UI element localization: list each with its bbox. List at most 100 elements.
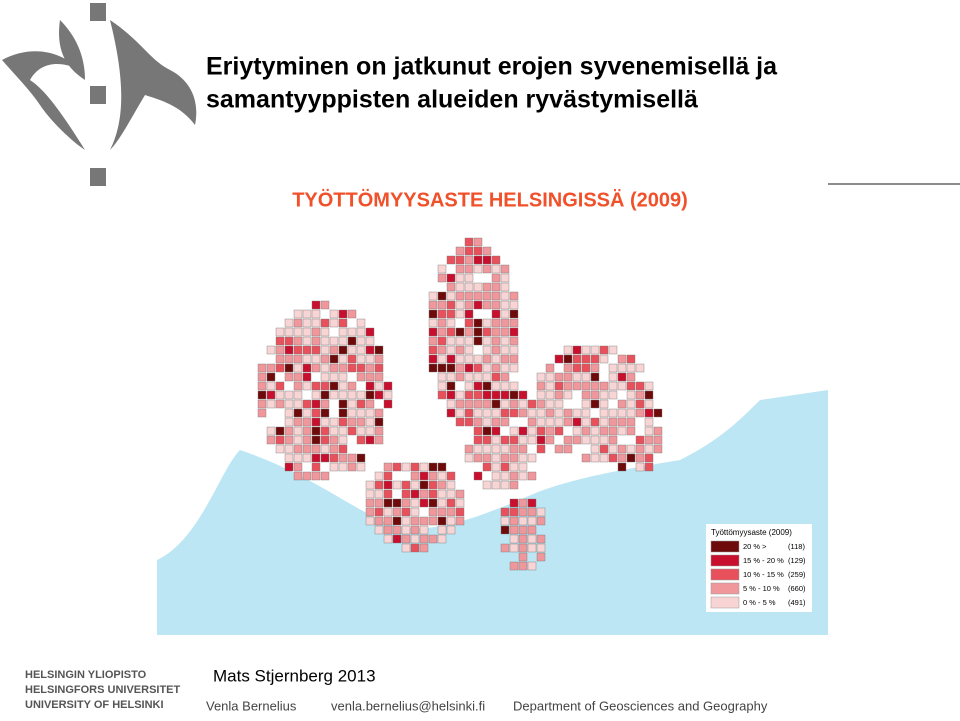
map-cell bbox=[518, 390, 528, 400]
map-cell bbox=[581, 408, 591, 418]
map-cell bbox=[275, 363, 285, 373]
map-cell bbox=[608, 426, 618, 436]
map-cell bbox=[257, 381, 267, 391]
map-cell bbox=[401, 480, 411, 490]
map-cell bbox=[401, 543, 411, 553]
map-cell bbox=[455, 327, 465, 337]
map-cell bbox=[446, 471, 456, 481]
map-cell bbox=[437, 390, 447, 400]
map-cell bbox=[302, 453, 312, 463]
map-cell bbox=[509, 543, 519, 553]
map-cell bbox=[401, 516, 411, 526]
map-cell bbox=[410, 462, 420, 472]
map-cell bbox=[455, 399, 465, 409]
map-cell bbox=[563, 435, 573, 445]
map-cell bbox=[284, 327, 294, 337]
map-cell bbox=[446, 309, 456, 319]
map-cell bbox=[473, 264, 483, 274]
map-cell bbox=[491, 255, 501, 265]
map-cell bbox=[455, 498, 465, 508]
map-cell bbox=[473, 408, 483, 418]
map-cell bbox=[455, 363, 465, 373]
map-cell bbox=[464, 237, 474, 247]
map-cell bbox=[491, 453, 501, 463]
legend-label: 15 % - 20 % bbox=[743, 556, 784, 565]
map-cell bbox=[527, 534, 537, 544]
map-cell bbox=[635, 390, 645, 400]
map-cell bbox=[356, 363, 366, 373]
map-cell bbox=[266, 435, 276, 445]
map-cell bbox=[563, 381, 573, 391]
map-cell bbox=[338, 363, 348, 373]
map-cell bbox=[257, 399, 267, 409]
map-cell bbox=[518, 516, 528, 526]
map-cell bbox=[347, 336, 357, 346]
map-cell bbox=[536, 399, 546, 409]
map-cell bbox=[329, 318, 339, 328]
map-cell bbox=[509, 480, 519, 490]
map-cell bbox=[473, 390, 483, 400]
map-cell bbox=[527, 561, 537, 571]
map-cell bbox=[446, 390, 456, 400]
map-cell bbox=[590, 453, 600, 463]
map-cell bbox=[563, 354, 573, 364]
map-cell bbox=[599, 345, 609, 355]
map-cell bbox=[374, 354, 384, 364]
map-cell bbox=[536, 552, 546, 562]
map-cell bbox=[599, 390, 609, 400]
map-cell bbox=[599, 354, 609, 364]
map-cell bbox=[302, 426, 312, 436]
map-cell bbox=[365, 327, 375, 337]
map-cell bbox=[554, 381, 564, 391]
map-cell bbox=[482, 363, 492, 373]
map-cell bbox=[284, 417, 294, 427]
map-cell bbox=[500, 273, 510, 283]
map-cell bbox=[383, 381, 393, 391]
map-cell bbox=[446, 498, 456, 508]
map-cell bbox=[383, 471, 393, 481]
map-cell bbox=[482, 417, 492, 427]
map-cell bbox=[383, 534, 393, 544]
map-cell bbox=[626, 399, 636, 409]
map-cell bbox=[518, 462, 528, 472]
map-cell bbox=[626, 426, 636, 436]
map-cell bbox=[473, 426, 483, 436]
map-cell bbox=[572, 417, 582, 427]
map-cell bbox=[302, 363, 312, 373]
map-cell bbox=[347, 381, 357, 391]
map-cell bbox=[347, 354, 357, 364]
map-cell bbox=[518, 444, 528, 454]
map-cell bbox=[482, 255, 492, 265]
map-cell bbox=[482, 318, 492, 328]
map-cell bbox=[437, 300, 447, 310]
map-cell bbox=[545, 417, 555, 427]
map-cell bbox=[536, 417, 546, 427]
map-cell bbox=[482, 246, 492, 256]
map-cell bbox=[581, 399, 591, 409]
map-cell bbox=[311, 354, 321, 364]
map-cell bbox=[437, 498, 447, 508]
map-cell bbox=[509, 444, 519, 454]
map-cell bbox=[446, 273, 456, 283]
map-cell bbox=[410, 480, 420, 490]
map-cell bbox=[383, 462, 393, 472]
map-cell bbox=[473, 336, 483, 346]
map-cell bbox=[437, 291, 447, 301]
map-cell bbox=[464, 453, 474, 463]
map-cell bbox=[392, 525, 402, 535]
map-cell bbox=[500, 318, 510, 328]
map-cell bbox=[617, 372, 627, 382]
map-cell bbox=[365, 336, 375, 346]
map-cell bbox=[383, 498, 393, 508]
map-cell bbox=[455, 516, 465, 526]
map-cell bbox=[374, 417, 384, 427]
map-cell bbox=[302, 318, 312, 328]
map-cell bbox=[392, 462, 402, 472]
map-cell bbox=[329, 363, 339, 373]
map-cell bbox=[437, 273, 447, 283]
map-cell bbox=[437, 345, 447, 355]
map-cell bbox=[626, 408, 636, 418]
map-cell bbox=[320, 354, 330, 364]
map-cell bbox=[437, 354, 447, 364]
map-cell bbox=[545, 372, 555, 382]
